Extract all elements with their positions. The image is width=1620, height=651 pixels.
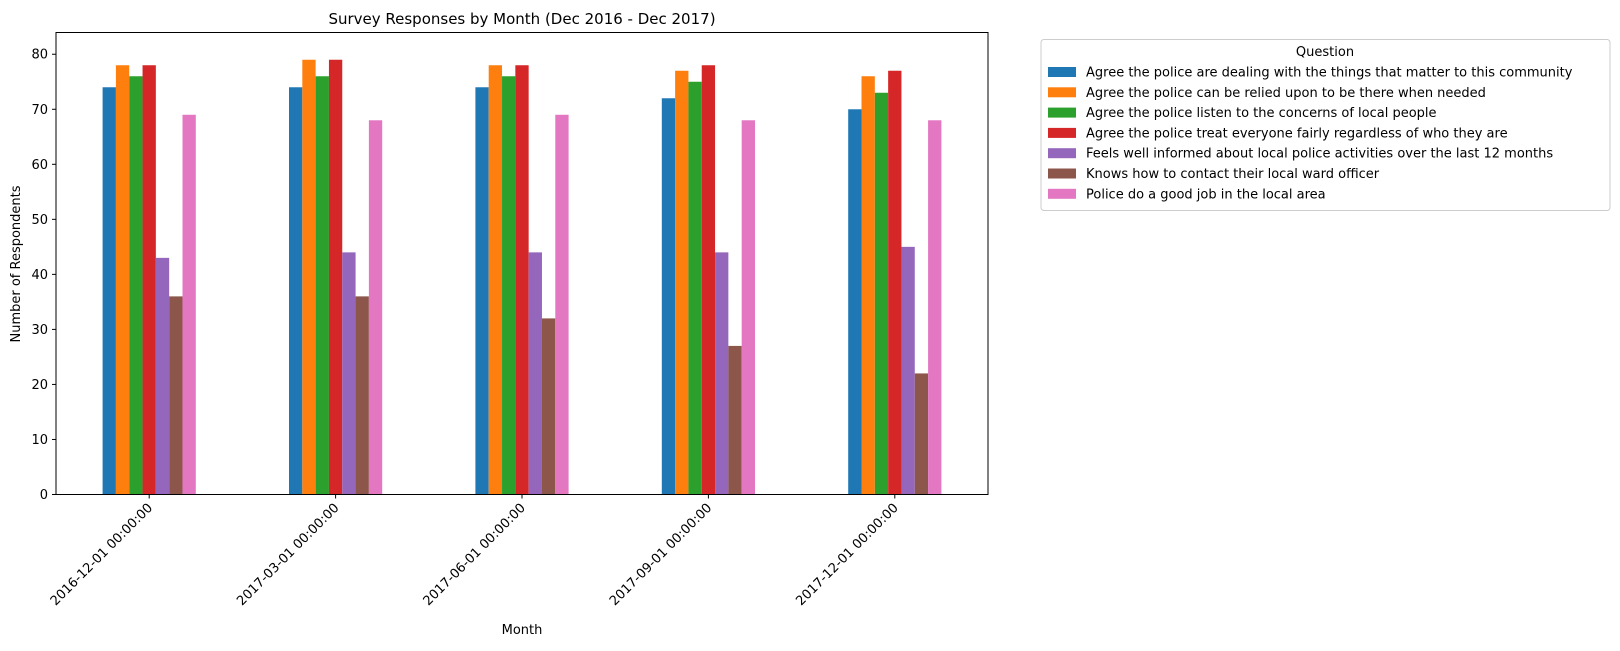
bar-series-3-cat-1 xyxy=(129,76,143,495)
bar-series-2-cat-4 xyxy=(675,70,689,495)
y-tick-label: 60 xyxy=(31,158,48,173)
bar-series-2-cat-5 xyxy=(861,76,875,495)
y-tick-label: 70 xyxy=(31,103,48,118)
y-tick-label: 20 xyxy=(31,378,48,393)
bar-series-3-cat-5 xyxy=(874,92,889,495)
legend-swatch-5 xyxy=(1048,148,1076,159)
bar-series-3-cat-3 xyxy=(502,76,516,495)
x-tick-label: 2016-12-01 00:00:00 xyxy=(48,501,156,609)
bars-group xyxy=(102,59,942,495)
legend: Question Agree the police are dealing wi… xyxy=(1040,39,1611,211)
bar-series-7-cat-4 xyxy=(741,120,755,495)
x-tick-label: 2017-12-01 00:00:00 xyxy=(793,501,901,609)
legend-swatch-1 xyxy=(1048,67,1076,77)
legend-label-5: Feels well informed about local police a… xyxy=(1086,147,1553,162)
bar-series-7-cat-1 xyxy=(182,114,196,495)
bar-series-6-cat-4 xyxy=(728,345,742,495)
y-tick-label: 50 xyxy=(31,213,48,228)
bar-series-4-cat-5 xyxy=(888,70,902,495)
bar-series-6-cat-1 xyxy=(169,296,183,495)
legend-swatch-4 xyxy=(1048,127,1076,138)
y-axis: 0 10 20 30 40 50 60 70 80 xyxy=(31,48,56,503)
legend-title: Question xyxy=(1296,45,1354,60)
legend-swatch-6 xyxy=(1048,168,1076,179)
legend-entries: Agree the police are dealing with the th… xyxy=(1048,66,1573,202)
bar-series-3-cat-2 xyxy=(315,76,329,495)
bar-series-5-cat-5 xyxy=(901,246,915,495)
bar-series-1-cat-2 xyxy=(289,87,303,495)
bar-series-2-cat-1 xyxy=(115,65,130,495)
legend-swatch-2 xyxy=(1048,87,1076,98)
bar-series-4-cat-1 xyxy=(142,65,156,495)
x-tick-label: 2017-06-01 00:00:00 xyxy=(421,501,529,609)
bar-series-5-cat-2 xyxy=(342,252,356,495)
bar-series-6-cat-2 xyxy=(355,296,369,495)
bar-series-5-cat-4 xyxy=(715,252,729,495)
legend-label-3: Agree the police listen to the concerns … xyxy=(1086,106,1437,121)
bar-series-1-cat-3 xyxy=(475,87,489,495)
bar-series-2-cat-2 xyxy=(302,59,316,495)
legend-label-4: Agree the police treat everyone fairly r… xyxy=(1086,126,1508,141)
bar-series-1-cat-1 xyxy=(102,87,116,495)
bar-series-4-cat-2 xyxy=(328,59,343,495)
legend-label-6: Knows how to contact their local ward of… xyxy=(1086,167,1380,182)
legend-label-2: Agree the police can be relied upon to b… xyxy=(1086,86,1486,101)
bar-series-7-cat-3 xyxy=(555,114,569,495)
x-axis-label: Month xyxy=(502,623,543,638)
y-axis-label: Number of Respondents xyxy=(9,185,24,342)
y-tick-label: 0 xyxy=(40,488,48,503)
legend-swatch-7 xyxy=(1048,188,1076,199)
legend-label-7: Police do a good job in the local area xyxy=(1086,187,1326,202)
bar-series-2-cat-3 xyxy=(488,65,503,495)
x-tick-label: 2017-03-01 00:00:00 xyxy=(234,501,342,609)
y-tick-label: 40 xyxy=(31,268,48,283)
x-tick-label: 2017-09-01 00:00:00 xyxy=(607,501,715,609)
bar-series-1-cat-4 xyxy=(661,98,676,495)
bar-series-6-cat-5 xyxy=(914,373,929,495)
chart-title: Survey Responses by Month (Dec 2016 - De… xyxy=(328,10,715,28)
y-tick-label: 10 xyxy=(31,433,48,448)
legend-swatch-3 xyxy=(1048,107,1076,118)
bar-series-3-cat-4 xyxy=(688,81,702,495)
bar-series-6-cat-3 xyxy=(541,318,556,495)
bar-series-5-cat-1 xyxy=(155,257,170,495)
legend-frame xyxy=(1040,39,1611,211)
y-tick-label: 30 xyxy=(31,323,48,338)
bar-series-5-cat-3 xyxy=(528,252,542,495)
bar-series-4-cat-3 xyxy=(515,65,529,495)
bar-series-7-cat-2 xyxy=(368,120,383,495)
x-axis: 2016-12-01 00:00:00 2017-03-01 00:00:00 20… xyxy=(48,494,902,609)
bar-series-7-cat-5 xyxy=(928,120,942,495)
bar-series-1-cat-5 xyxy=(848,109,862,495)
bar-series-4-cat-4 xyxy=(701,65,716,495)
legend-label-1: Agree the police are dealing with the th… xyxy=(1086,66,1573,81)
plot-frame xyxy=(55,32,989,495)
y-tick-label: 80 xyxy=(31,48,48,63)
